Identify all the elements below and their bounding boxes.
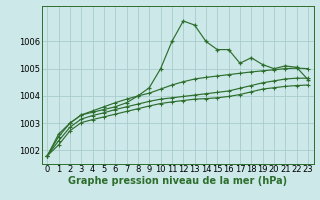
X-axis label: Graphe pression niveau de la mer (hPa): Graphe pression niveau de la mer (hPa) — [68, 176, 287, 186]
